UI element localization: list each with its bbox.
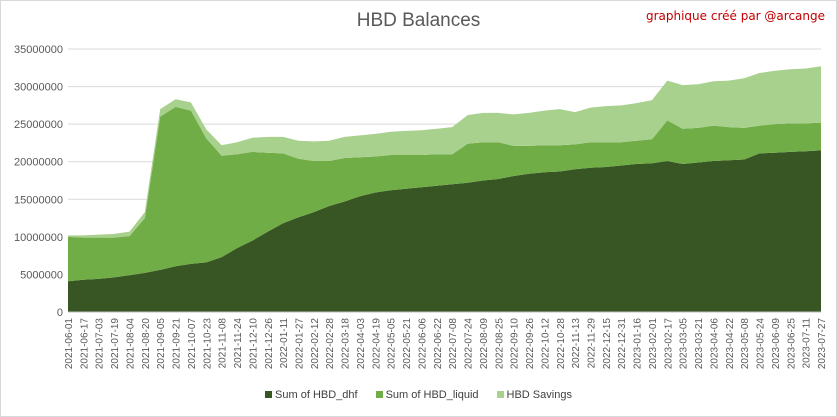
x-tick-label: 2022-04-03: [356, 318, 367, 370]
chart-title: HBD Balances: [356, 10, 481, 31]
legend-item-hbd-savings: HBD Savings: [496, 389, 572, 401]
x-tick-label: 2021-08-20: [141, 318, 152, 370]
y-tick-label: 30000000: [14, 82, 63, 94]
area-sum-of-hbd-liquid: [68, 106, 821, 282]
x-tick-label: 2023-03-05: [679, 318, 690, 370]
x-axis-ticks: 2021-06-01 2021-06-17 2021-07-03 2021-07-19…: [64, 318, 828, 370]
x-tick-label: 2021-07-19: [110, 318, 121, 370]
x-tick-label: 2022-06-22: [433, 318, 444, 370]
x-tick-label: 2022-10-28: [556, 318, 567, 370]
x-tick-label: 2022-07-08: [448, 318, 459, 370]
x-tick-label: 2023-02-01: [648, 318, 659, 370]
x-tick-label: 2021-12-10: [248, 318, 259, 370]
x-tick-label: 2021-08-04: [126, 318, 137, 370]
x-tick-label: 2022-06-06: [417, 318, 428, 370]
x-tick-label: 2021-10-23: [202, 318, 213, 370]
x-tick-label: 2022-08-09: [479, 318, 490, 370]
legend-label: Sum of HBD_dhf: [275, 389, 358, 401]
chart-legend: Sum of HBD_dhf Sum of HBD_liquid HBD Savin…: [0, 389, 837, 401]
x-tick-label: 2022-03-18: [341, 318, 352, 370]
legend-swatch: [265, 391, 273, 398]
y-tick-label: 5000000: [20, 269, 63, 281]
x-tick-label: 2021-12-26: [264, 318, 275, 370]
area-series: [68, 66, 821, 312]
x-tick-label: 2022-10-12: [540, 318, 551, 370]
x-tick-label: 2023-04-22: [725, 318, 736, 370]
x-tick-label: 2022-11-13: [571, 318, 582, 369]
area-hbd-savings: [68, 66, 821, 238]
x-tick-label: 2022-09-26: [525, 318, 536, 370]
y-tick-label: 20000000: [14, 157, 63, 169]
x-tick-label: 2023-05-08: [740, 318, 751, 370]
x-tick-label: 2022-08-25: [494, 318, 505, 370]
y-tick-label: 35000000: [14, 44, 63, 56]
x-tick-label: 2023-01-16: [633, 318, 644, 370]
x-tick-label: 2022-01-27: [295, 318, 306, 370]
y-tick-label: 15000000: [14, 194, 63, 206]
x-tick-label: 2022-11-29: [587, 318, 598, 369]
x-tick-label: 2023-05-24: [756, 318, 767, 370]
x-tick-label: 2022-12-31: [617, 318, 628, 370]
legend-label: HBD Savings: [506, 389, 572, 401]
x-tick-label: 2021-11-08: [218, 318, 229, 369]
x-tick-label: 2022-02-28: [325, 318, 336, 370]
area-sum-of-hbd-dhf: [68, 150, 821, 312]
chart-credit: graphique créé par @arcange: [645, 9, 825, 23]
x-tick-label: 2022-09-10: [510, 318, 521, 370]
x-tick-label: 2023-03-21: [694, 318, 705, 370]
x-tick-label: 2022-04-19: [371, 318, 382, 370]
x-tick-label: 2023-07-11: [802, 318, 813, 369]
legend-item-sum-of-hbd-dhf: Sum of HBD_dhf: [265, 389, 358, 401]
y-tick-label: 0: [57, 307, 63, 319]
x-tick-label: 2021-10-07: [187, 318, 198, 370]
x-tick-label: 2021-09-05: [156, 318, 167, 370]
x-tick-label: 2021-06-01: [64, 318, 75, 370]
x-tick-label: 2021-07-03: [95, 318, 106, 370]
x-tick-label: 2023-04-06: [709, 318, 720, 370]
y-axis-ticks: 0 5000000 10000000 15000000 20000000 25000000…: [14, 44, 63, 319]
x-tick-label: 2021-11-24: [233, 318, 244, 369]
x-tick-label: 2021-06-17: [79, 318, 90, 370]
x-tick-label: 2021-09-21: [172, 318, 183, 370]
x-tick-label: 2022-01-11: [279, 318, 290, 369]
legend-item-sum-of-hbd-liquid: Sum of HBD_liquid: [375, 389, 479, 401]
legend-label: Sum of HBD_liquid: [385, 389, 479, 401]
x-tick-label: 2022-05-21: [402, 318, 413, 370]
legend-swatch: [375, 391, 383, 398]
x-tick-label: 2023-07-27: [817, 318, 828, 370]
x-tick-label: 2022-05-05: [387, 318, 398, 370]
x-tick-label: 2023-06-09: [771, 318, 782, 370]
x-tick-label: 2023-06-25: [786, 318, 797, 370]
legend-swatch: [496, 391, 504, 398]
y-tick-label: 25000000: [14, 119, 63, 131]
x-tick-label: 2022-02-12: [310, 318, 321, 370]
x-tick-label: 2022-12-15: [602, 318, 613, 370]
x-tick-label: 2022-07-24: [464, 318, 475, 370]
y-tick-label: 10000000: [14, 232, 63, 244]
x-tick-label: 2023-02-17: [663, 318, 674, 370]
